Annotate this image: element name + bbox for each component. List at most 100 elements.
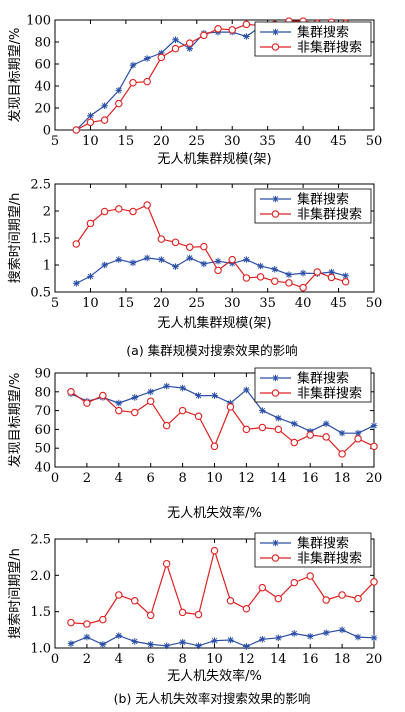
x-tick-label: 40: [295, 134, 312, 149]
legend-label: 非集群搜索: [297, 40, 362, 56]
x-tick-label: 45: [330, 134, 347, 149]
x-tick-label: 20: [153, 134, 170, 149]
y-axis-title: 发现目标期望/%: [7, 28, 23, 123]
data-point-non-cluster: [271, 277, 279, 285]
data-point-non-cluster: [354, 435, 362, 443]
data-point-cluster: [299, 269, 307, 277]
x-tick-label: 12: [238, 652, 255, 667]
data-point-cluster: [87, 112, 94, 119]
x-axis-title: 无人机集群规模(架): [157, 151, 271, 167]
x-tick-label: 5: [51, 296, 59, 311]
data-point-non-cluster: [72, 126, 81, 134]
data-point-non-cluster: [115, 406, 123, 415]
data-point-cluster: [338, 429, 346, 437]
x-tick-label: 12: [238, 471, 255, 486]
data-point-cluster: [211, 637, 218, 645]
data-point-non-cluster: [210, 442, 219, 451]
y-tick-label: 2.5: [30, 178, 51, 193]
data-point-cluster: [243, 386, 250, 394]
data-point-cluster: [338, 626, 346, 634]
data-point-cluster: [228, 260, 236, 267]
y-tick-label: 40: [34, 461, 51, 476]
x-tick-label: 18: [334, 471, 351, 486]
y-tick-label: 90: [34, 367, 51, 382]
data-point-non-cluster: [86, 219, 95, 228]
data-point-cluster: [243, 256, 250, 263]
data-point-cluster: [131, 638, 139, 645]
data-point-non-cluster: [200, 242, 208, 251]
data-point-cluster: [322, 629, 330, 637]
data-point-non-cluster: [72, 240, 81, 248]
data-point-cluster: [158, 256, 165, 263]
data-point-cluster: [87, 273, 94, 280]
data-point-non-cluster: [143, 201, 151, 209]
x-tick-label: 10: [206, 652, 223, 667]
legend-label: 集群搜索: [297, 371, 349, 387]
data-point-non-cluster: [354, 594, 362, 603]
x-tick-label: 15: [118, 296, 135, 311]
x-tick-label: 4: [115, 652, 123, 667]
y-axis-title: 搜索时间期望/h: [7, 193, 23, 284]
data-point-cluster: [306, 633, 314, 640]
data-point-non-cluster: [129, 207, 137, 216]
legend-marker-circle: [271, 389, 280, 397]
chart-panel-cluster-size-detection: 5 10 15 20 25 30 35 40 45 50 0 20 40 60 80 100 无人机集群规模(架…: [7, 14, 382, 168]
legend-label: 集群搜索: [297, 536, 349, 552]
data-point-non-cluster: [178, 608, 187, 617]
data-point-cluster: [129, 259, 137, 267]
data-point-non-cluster: [99, 615, 107, 624]
data-point-non-cluster: [242, 20, 251, 29]
data-point-cluster: [67, 640, 75, 647]
data-point-non-cluster: [171, 238, 180, 247]
x-tick-label: 5: [51, 134, 59, 149]
y-tick-label: 1.5: [30, 605, 51, 620]
legend-marker-star: [272, 374, 279, 382]
plot-frame: [54, 19, 375, 131]
data-point-cluster: [195, 392, 202, 399]
data-point-cluster: [342, 272, 349, 280]
data-point-cluster: [147, 641, 154, 648]
x-tick-label: 16: [302, 652, 319, 667]
data-point-cluster: [275, 414, 282, 422]
y-tick-label: 2.0: [30, 569, 51, 584]
y-tick-label: 0.5: [30, 286, 51, 301]
y-tick-label: 60: [34, 423, 51, 438]
y-tick-label: 1: [43, 259, 51, 274]
data-point-cluster: [115, 87, 123, 94]
y-axis-title: 发现目标期望/%: [7, 373, 23, 468]
x-tick-label: 6: [147, 652, 155, 667]
data-point-non-cluster: [157, 53, 166, 62]
x-tick-label: 6: [147, 471, 155, 486]
data-point-cluster: [131, 394, 139, 401]
data-point-cluster: [211, 392, 218, 399]
x-tick-label: 20: [366, 471, 383, 486]
legend-label: 集群搜索: [297, 25, 349, 41]
data-point-non-cluster: [313, 268, 322, 276]
x-tick-label: 25: [189, 134, 206, 149]
data-point-non-cluster: [226, 403, 235, 411]
data-point-non-cluster: [338, 450, 346, 458]
data-point-cluster: [354, 429, 362, 437]
data-point-cluster: [101, 102, 108, 110]
y-tick-label: 20: [34, 102, 51, 117]
data-point-non-cluster: [290, 578, 298, 587]
data-point-cluster: [243, 643, 250, 650]
data-point-cluster: [158, 49, 165, 57]
legend-label: 非集群搜索: [297, 551, 362, 567]
data-point-non-cluster: [115, 591, 123, 599]
data-point-non-cluster: [143, 77, 151, 86]
data-point-non-cluster: [162, 421, 171, 430]
chart-panel-cluster-size-search-time: 5 10 15 20 25 30 35 40 45 50 0.5 1 1.5 2 2.5 无人机集群规模(架)…: [7, 178, 382, 332]
data-point-non-cluster: [228, 255, 236, 264]
data-point-cluster: [259, 635, 266, 643]
legend-marker-star: [272, 195, 279, 203]
y-tick-label: 0: [43, 124, 51, 139]
data-point-cluster: [179, 384, 186, 392]
data-point-non-cluster: [67, 388, 75, 396]
data-point-non-cluster: [258, 423, 267, 432]
data-point-non-cluster: [178, 406, 187, 415]
x-axis-title: 无人机失效率/%: [167, 668, 262, 684]
x-tick-label: 4: [115, 471, 123, 486]
data-point-non-cluster: [370, 442, 378, 451]
data-point-cluster: [179, 638, 186, 646]
